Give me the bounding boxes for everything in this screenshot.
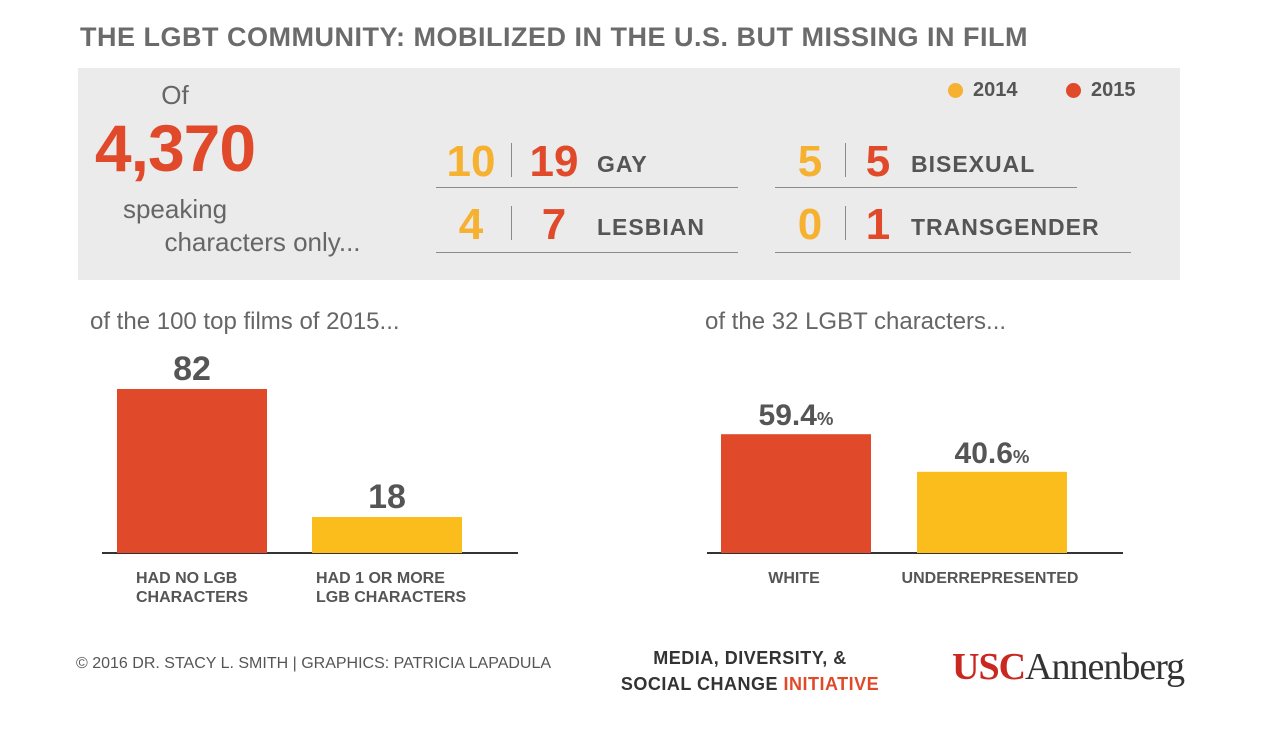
lesbian-2014-value: 4 xyxy=(458,200,484,249)
stats-panel xyxy=(78,68,1180,280)
initiative-line2: SOCIAL CHANGE INITIATIVE xyxy=(600,671,900,697)
bar-1 xyxy=(312,517,462,553)
category-label-0-line-1: CHARACTERS xyxy=(136,589,248,606)
page-title: THE LGBT COMMUNITY: MOBILIZED IN THE U.S… xyxy=(80,22,1028,52)
initiative-line2-accent: INITIATIVE xyxy=(783,674,880,694)
stat-rule xyxy=(775,187,1077,188)
total-description-line1: speaking xyxy=(122,194,228,224)
chart1-title: of the 100 top films of 2015... xyxy=(90,308,400,335)
bar-value-label-0: 59.4% xyxy=(759,399,834,432)
bar-value-number-0: 59.4 xyxy=(759,399,818,432)
transgender-2014-value: 0 xyxy=(797,200,823,249)
initiative-line2-main: SOCIAL CHANGE xyxy=(620,674,784,694)
stat-rule xyxy=(436,252,738,253)
stat-rule xyxy=(775,252,1131,253)
stat-divider xyxy=(845,143,846,177)
legend-label-2014: 2014 xyxy=(973,79,1018,101)
gay-2014-value: 10 xyxy=(446,137,496,186)
usc-annenberg-logo: USCAnnenberg xyxy=(952,645,1185,689)
legend-dot-2015-icon xyxy=(1066,83,1081,98)
credit-line: © 2016 DR. STACY L. SMITH | GRAPHICS: PA… xyxy=(76,655,552,672)
lesbian-label: LESBIAN xyxy=(597,214,705,240)
category-label-0-line-0: WHITE xyxy=(768,570,820,587)
bar-value-number-1: 40.6 xyxy=(955,437,1013,470)
initiative-logo: MEDIA, DIVERSITY, & SOCIAL CHANGE INITIA… xyxy=(600,645,900,697)
initiative-line1: MEDIA, DIVERSITY, & xyxy=(653,648,847,668)
legend-label-2015: 2015 xyxy=(1091,79,1136,101)
bar-value-number-1: 18 xyxy=(368,478,406,516)
category-label-0-line-0: HAD NO LGB xyxy=(136,570,237,587)
bar-value-label-0: 82 xyxy=(173,350,211,388)
bar-value-number-0: 82 xyxy=(173,350,211,388)
logo-usc: USC xyxy=(952,646,1026,688)
stat-divider xyxy=(511,143,512,177)
bar-value-suffix-1: % xyxy=(1013,446,1030,467)
stat-divider xyxy=(845,206,846,240)
lesbian-2015-value: 7 xyxy=(541,200,567,249)
stat-rule xyxy=(436,187,738,188)
chart2-title: of the 32 LGBT characters... xyxy=(705,308,1007,335)
transgender-label: TRANSGENDER xyxy=(911,214,1100,240)
bar-value-suffix-0: % xyxy=(817,408,834,429)
bar-0 xyxy=(721,434,871,553)
total-description-line2: characters only... xyxy=(164,227,361,257)
total-characters: 4,370 xyxy=(94,111,256,185)
category-label-1-line-0: HAD 1 OR MORE xyxy=(316,570,445,587)
category-label-1-line-1: LGB CHARACTERS xyxy=(316,589,467,606)
logo-annenberg: Annenberg xyxy=(1025,646,1185,688)
of-label: Of xyxy=(161,80,189,110)
legend-dot-2014-icon xyxy=(948,83,963,98)
bar-value-label-1: 18 xyxy=(368,478,406,516)
bar-value-label-1: 40.6% xyxy=(955,437,1030,470)
legend-item-2015: 2015 xyxy=(1066,79,1136,102)
legend-item-2014: 2014 xyxy=(948,79,1018,102)
gay-label: GAY xyxy=(597,151,648,177)
gay-2015-value: 19 xyxy=(529,137,579,186)
bisexual-2015-value: 5 xyxy=(865,137,891,186)
bisexual-2014-value: 5 xyxy=(797,137,823,186)
bisexual-label: BISEXUAL xyxy=(911,151,1036,177)
transgender-2015-value: 1 xyxy=(865,200,891,249)
bar-0 xyxy=(117,389,267,553)
bar-1 xyxy=(917,471,1067,553)
stat-divider xyxy=(511,206,512,240)
category-label-1-line-0: UNDERREPRESENTED xyxy=(902,570,1079,587)
